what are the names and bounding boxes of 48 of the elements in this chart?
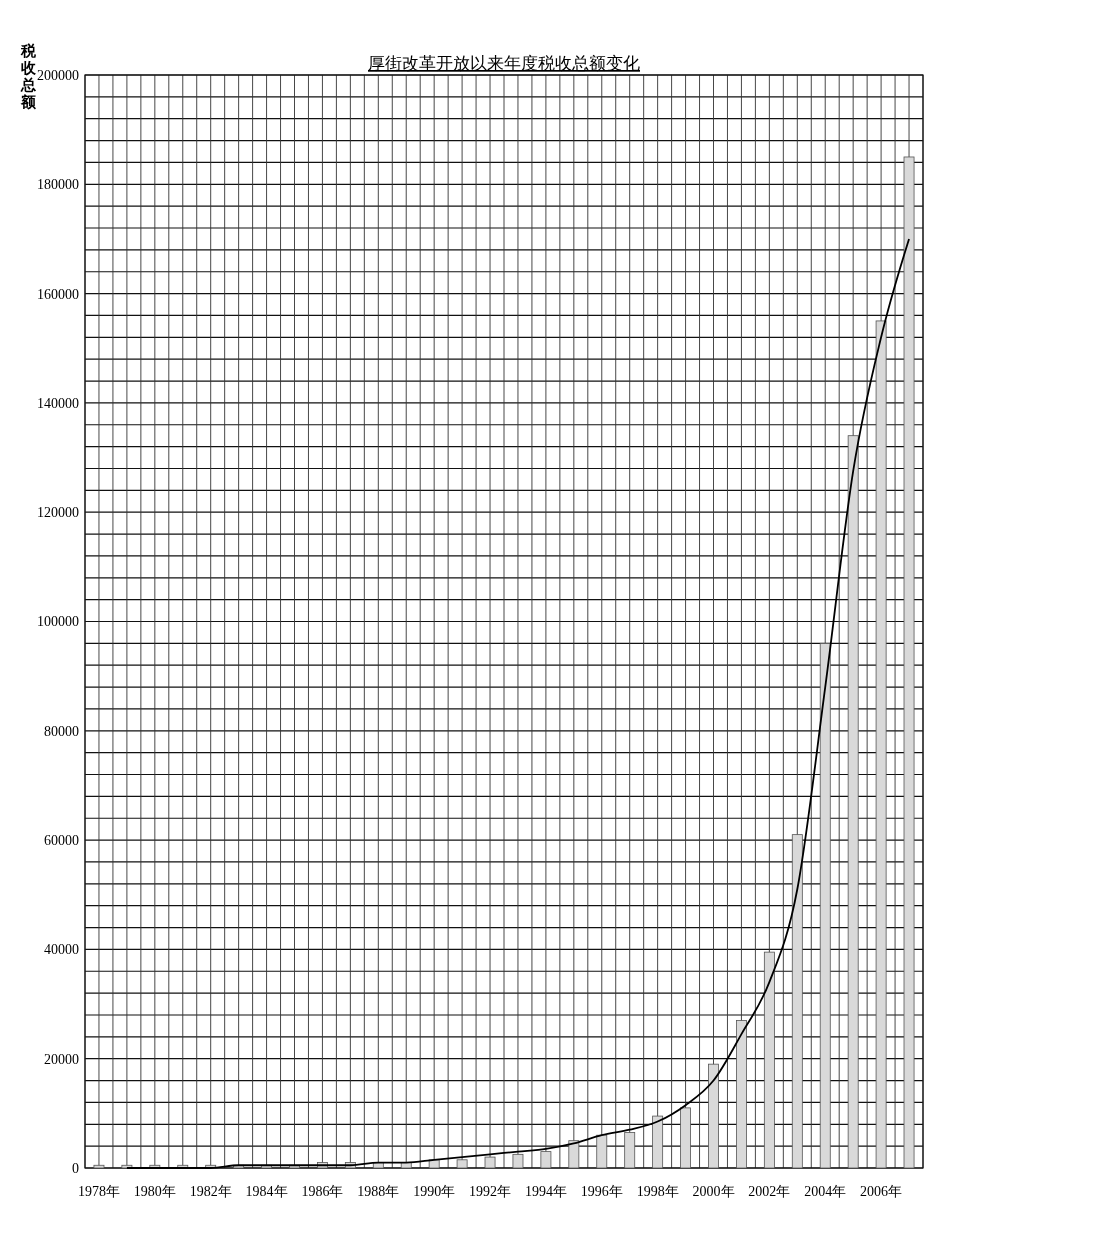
x-tick-label: 1988年 bbox=[357, 1184, 400, 1199]
bar bbox=[875, 320, 887, 1169]
y-tick-label: 140000 bbox=[37, 395, 79, 411]
x-tick-label: 1978年 bbox=[77, 1184, 120, 1199]
bar bbox=[903, 156, 915, 1169]
bar bbox=[456, 1159, 468, 1169]
x-tick-label: 1984年 bbox=[245, 1184, 288, 1199]
bar bbox=[624, 1132, 636, 1169]
bar bbox=[484, 1156, 496, 1169]
x-tick-label: 2004年 bbox=[804, 1184, 847, 1199]
chart-title: 厚街改革开放以来年度税收总额变化 bbox=[368, 54, 640, 73]
bar bbox=[708, 1063, 719, 1169]
y-tick-label: 100000 bbox=[37, 614, 79, 630]
x-tick-label: 1990年 bbox=[413, 1184, 456, 1199]
y-tick-label: 80000 bbox=[44, 723, 79, 739]
y-tick-label: 120000 bbox=[37, 505, 79, 521]
x-tick-label: 1986年 bbox=[301, 1184, 344, 1199]
y-tick-label: 200000 bbox=[37, 67, 79, 83]
x-tick-label: 1994年 bbox=[524, 1184, 567, 1199]
bar bbox=[652, 1115, 664, 1169]
bar bbox=[428, 1159, 440, 1169]
y-tick-label: 180000 bbox=[37, 177, 79, 193]
x-tick-label: 2006年 bbox=[860, 1184, 903, 1199]
line-series bbox=[126, 238, 910, 1169]
x-tick-label: 2000年 bbox=[692, 1184, 735, 1199]
bar bbox=[568, 1140, 580, 1169]
bar bbox=[763, 951, 775, 1169]
bar bbox=[540, 1151, 552, 1169]
x-tick-label: 1982年 bbox=[189, 1184, 232, 1199]
bar bbox=[596, 1134, 608, 1169]
y-tick-label: 160000 bbox=[37, 286, 79, 302]
y-axis-title: 税收总额 bbox=[19, 43, 37, 110]
x-tick-label: 1992年 bbox=[469, 1184, 512, 1199]
bar bbox=[791, 834, 803, 1169]
x-tick-label: 1996年 bbox=[580, 1184, 623, 1199]
y-tick-label: 60000 bbox=[44, 833, 79, 848]
x-tick-label: 2002年 bbox=[748, 1184, 791, 1199]
bar bbox=[819, 642, 831, 1169]
bar bbox=[680, 1107, 691, 1169]
y-tick-label: 0 bbox=[72, 1160, 79, 1176]
y-tick-label: 40000 bbox=[44, 942, 79, 958]
bar bbox=[847, 435, 859, 1169]
x-tick-label: 1998年 bbox=[636, 1184, 679, 1199]
bar bbox=[93, 1164, 105, 1169]
x-tick-label: 1980年 bbox=[133, 1184, 176, 1199]
y-tick-label: 20000 bbox=[44, 1051, 79, 1067]
bar bbox=[512, 1153, 524, 1169]
bar bbox=[736, 1020, 747, 1169]
